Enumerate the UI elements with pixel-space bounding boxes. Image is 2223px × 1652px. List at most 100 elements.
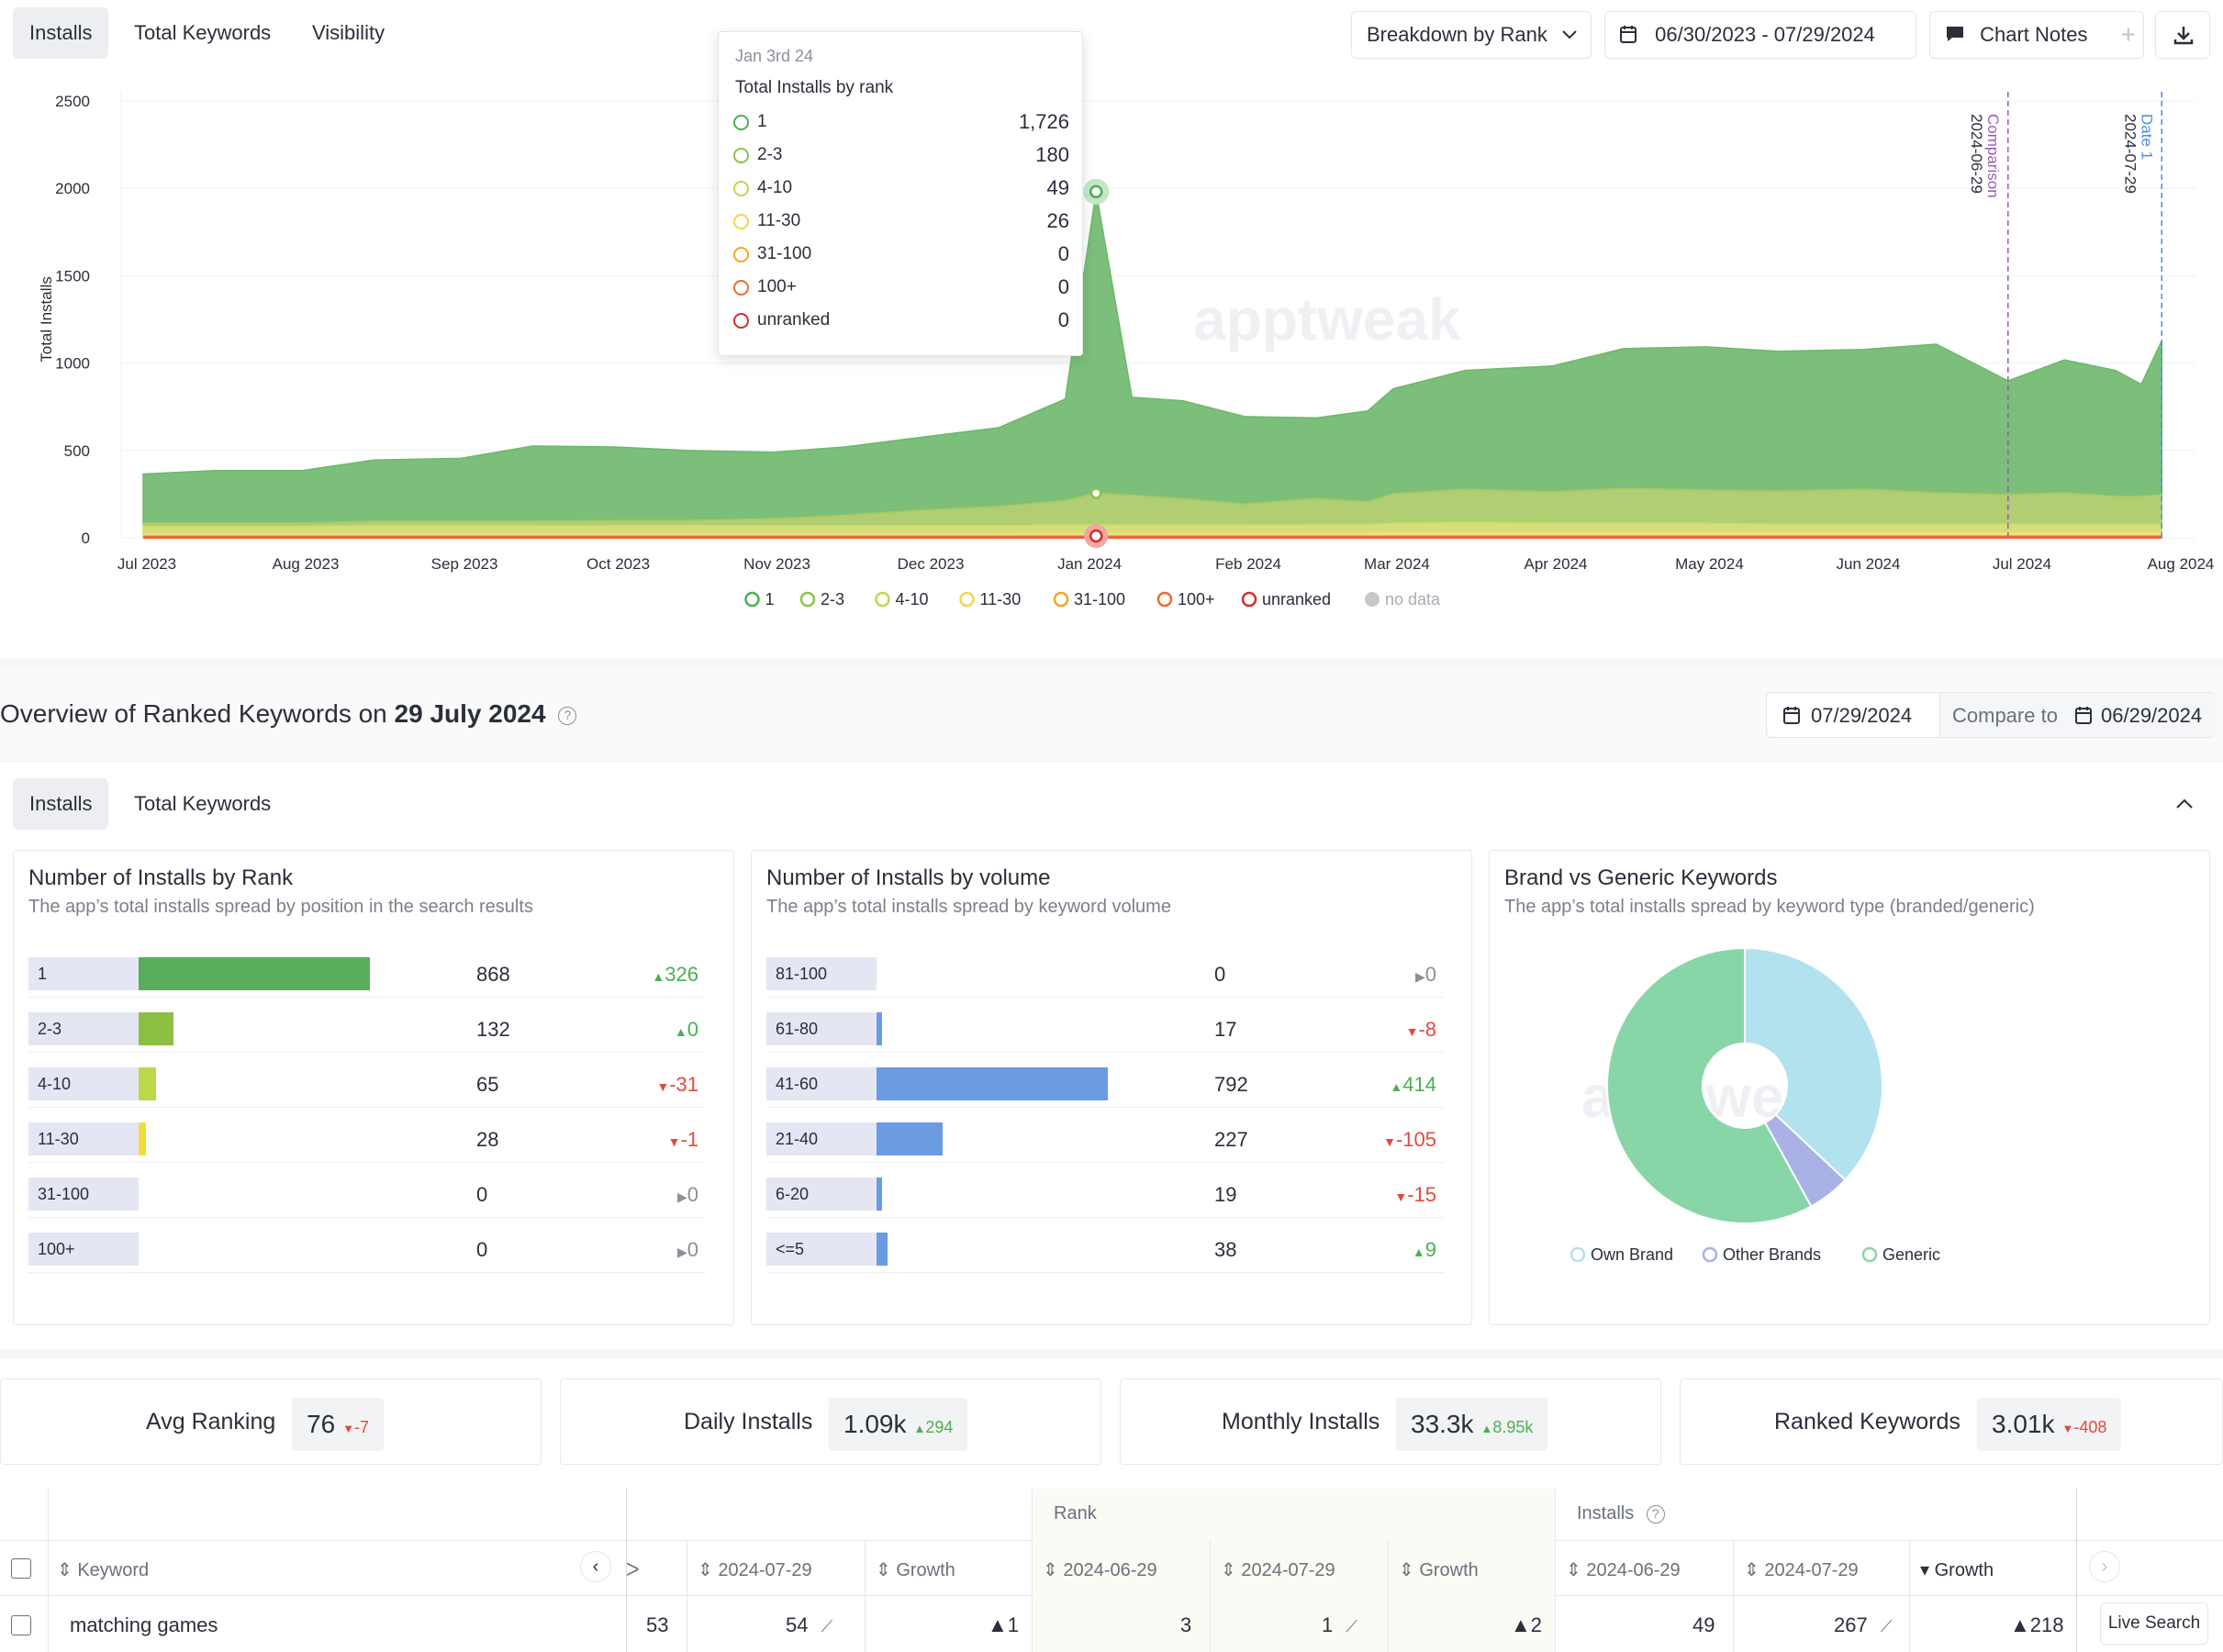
bar-fill bbox=[139, 1067, 156, 1100]
y-tick-label: 1000 bbox=[55, 355, 90, 373]
bar-label: 21-40 bbox=[776, 1130, 819, 1148]
help-icon[interactable]: ? bbox=[558, 706, 577, 725]
chart-tooltip: Jan 3rd 24 Total Installs by rank 1 1,726… bbox=[718, 31, 1083, 356]
overview-date: 07/29/2024 bbox=[1811, 704, 1913, 727]
rank-date1-header[interactable]: ⇕ 2024-06-29 bbox=[1043, 1560, 1157, 1580]
chart-icon[interactable]: ⟋ bbox=[821, 1617, 833, 1635]
select-all-checkbox[interactable] bbox=[11, 1558, 31, 1579]
tab-installs[interactable]: Installs bbox=[13, 7, 109, 59]
pie-legend-item[interactable]: Other Brands bbox=[1702, 1245, 1821, 1264]
rank-growth-header[interactable]: ⇕ Growth bbox=[1399, 1560, 1479, 1580]
overview-header: Overview of Ranked Keywords on 29 July 2… bbox=[0, 666, 2223, 762]
bar-row[interactable]: 11-30 28 ▼-1 bbox=[28, 1108, 706, 1163]
kpi-label: Ranked Keywords bbox=[1774, 1409, 1960, 1434]
subtab-installs[interactable]: Installs bbox=[13, 778, 109, 830]
installs-growth-cell: ▲218 bbox=[2010, 1613, 2064, 1636]
scroll-left-button[interactable]: ‹ bbox=[580, 1551, 611, 1582]
collapse-chevron-icon[interactable] bbox=[2175, 797, 2194, 809]
legend-label: Generic bbox=[1882, 1245, 1940, 1264]
legend-item[interactable]: 2-3 bbox=[799, 590, 844, 608]
kpi-value-box: 1.09k ▲294 bbox=[829, 1398, 968, 1451]
hover-point[interactable] bbox=[1089, 529, 1103, 543]
bar-row[interactable]: 41-60 792 ▲414 bbox=[766, 1053, 1444, 1108]
rank-group-header: Rank bbox=[1054, 1503, 1097, 1524]
prev-growth-header[interactable]: ⇕ Growth bbox=[876, 1560, 955, 1580]
legend-label: 31-100 bbox=[1074, 590, 1125, 608]
download-button[interactable] bbox=[2155, 11, 2210, 59]
bar-track bbox=[28, 1067, 139, 1100]
legend-item[interactable]: 1 bbox=[744, 590, 775, 608]
y-tick-label: 0 bbox=[82, 530, 90, 547]
tab-visibility[interactable]: Visibility bbox=[312, 21, 385, 44]
bar-row[interactable]: 31-100 0 ▶0 bbox=[28, 1163, 706, 1218]
bar-row[interactable]: 81-100 0 ▶0 bbox=[766, 943, 1444, 998]
installs-date1-header[interactable]: ⇕ 2024-06-29 bbox=[1566, 1560, 1681, 1580]
legend-label: 4-10 bbox=[896, 590, 929, 608]
breakdown-select[interactable]: Breakdown by Rank bbox=[1351, 11, 1592, 59]
bar-value: 28 bbox=[476, 1128, 499, 1151]
x-tick-label: May 2024 bbox=[1675, 555, 1744, 573]
pie-slice[interactable] bbox=[1606, 946, 1813, 1224]
bar-row[interactable]: 6-20 19 ▼-15 bbox=[766, 1163, 1444, 1218]
bar-row[interactable]: 2-3 132 ▲0 bbox=[28, 998, 706, 1053]
installs-date2-header[interactable]: ⇕ 2024-07-29 bbox=[1744, 1560, 1859, 1580]
legend-dot-icon bbox=[733, 313, 749, 329]
tooltip-row-value: 1,726 bbox=[1018, 110, 1069, 133]
pie-legend-item[interactable]: Generic bbox=[1861, 1245, 1940, 1264]
help-icon[interactable]: ? bbox=[1646, 1504, 1665, 1524]
bar-row[interactable]: 4-10 65 ▼-31 bbox=[28, 1053, 706, 1108]
bar-row[interactable]: 21-40 227 ▼-105 bbox=[766, 1108, 1444, 1163]
prev-date-header[interactable]: ⇕ 2024-07-29 bbox=[698, 1560, 812, 1580]
tab-total-keywords[interactable]: Total Keywords bbox=[134, 21, 272, 44]
bar-label: 2-3 bbox=[38, 1020, 62, 1038]
card-title: Number of Installs by volume bbox=[766, 865, 1051, 890]
row-checkbox[interactable] bbox=[11, 1615, 31, 1635]
installs-growth-header[interactable]: ▾ Growth bbox=[1920, 1560, 1994, 1580]
plus-icon[interactable]: + bbox=[2120, 20, 2136, 49]
bar-value: 0 bbox=[476, 1238, 488, 1261]
keyword-cell[interactable]: matching games bbox=[70, 1613, 218, 1636]
legend-label: 100+ bbox=[1178, 590, 1215, 608]
chart-notes-label: Chart Notes bbox=[1980, 23, 2088, 46]
date-range-picker[interactable]: 06/30/2023 - 07/29/2024 bbox=[1604, 11, 1916, 59]
kpi-label: Daily Installs bbox=[684, 1409, 813, 1434]
hover-point[interactable] bbox=[1089, 184, 1103, 199]
rank-date2-header[interactable]: ⇕ 2024-07-29 bbox=[1221, 1560, 1335, 1580]
bar-track bbox=[766, 1233, 877, 1266]
tooltip-row: unranked 0 bbox=[733, 307, 1069, 335]
pie-slice[interactable] bbox=[1744, 946, 1883, 1182]
bar-row[interactable]: <=5 38 ▲9 bbox=[766, 1218, 1444, 1273]
legend-item[interactable]: 100+ bbox=[1156, 590, 1215, 608]
legend-item[interactable]: 11-30 bbox=[959, 590, 1022, 608]
legend-item[interactable]: no data bbox=[1365, 590, 1441, 608]
breakdown-label: Breakdown by Rank bbox=[1367, 23, 1547, 46]
chart-icon[interactable]: ⟋ bbox=[1880, 1617, 1893, 1635]
date-marker-label: Comparison bbox=[1984, 114, 2002, 198]
tooltip-row: 2-3 180 bbox=[733, 142, 1069, 170]
hover-point[interactable] bbox=[1089, 487, 1102, 499]
keyword-column-header[interactable]: ⇕ Keyword bbox=[57, 1560, 150, 1580]
truncated-column-header: ᐳ bbox=[626, 1560, 640, 1580]
bar-delta: ▲0 bbox=[674, 1018, 698, 1041]
legend-item[interactable]: unranked bbox=[1241, 590, 1331, 608]
pie-legend-item[interactable]: Own Brand bbox=[1570, 1245, 1673, 1264]
bar-row[interactable]: 1 868 ▲326 bbox=[28, 943, 706, 998]
chart-icon[interactable]: ⟋ bbox=[1346, 1617, 1357, 1635]
kpi-delta: ▲8.95k bbox=[1480, 1418, 1534, 1436]
subtab-total-keywords[interactable]: Total Keywords bbox=[134, 792, 272, 815]
legend-item[interactable]: 4-10 bbox=[875, 590, 929, 608]
bar-delta: ▶0 bbox=[1414, 963, 1436, 986]
bar-row[interactable]: 100+ 0 ▶0 bbox=[28, 1218, 706, 1273]
scroll-right-button[interactable]: › bbox=[2089, 1551, 2120, 1582]
legend-item[interactable]: 31-100 bbox=[1053, 590, 1125, 608]
series-area-1[interactable] bbox=[142, 191, 2163, 524]
prev-value-cell: 54 ⟋ bbox=[786, 1613, 833, 1636]
tooltip-row-value: 180 bbox=[1035, 143, 1069, 166]
overview-date-picker[interactable]: 07/29/2024 Compare to 06/29/2024 bbox=[1766, 692, 2217, 738]
bar-row[interactable]: 61-80 17 ▼-8 bbox=[766, 998, 1444, 1053]
live-search-button[interactable]: Live Search bbox=[2100, 1602, 2208, 1645]
bar-value: 868 bbox=[476, 963, 510, 986]
chart-notes-button[interactable]: Chart Notes + bbox=[1929, 11, 2144, 59]
